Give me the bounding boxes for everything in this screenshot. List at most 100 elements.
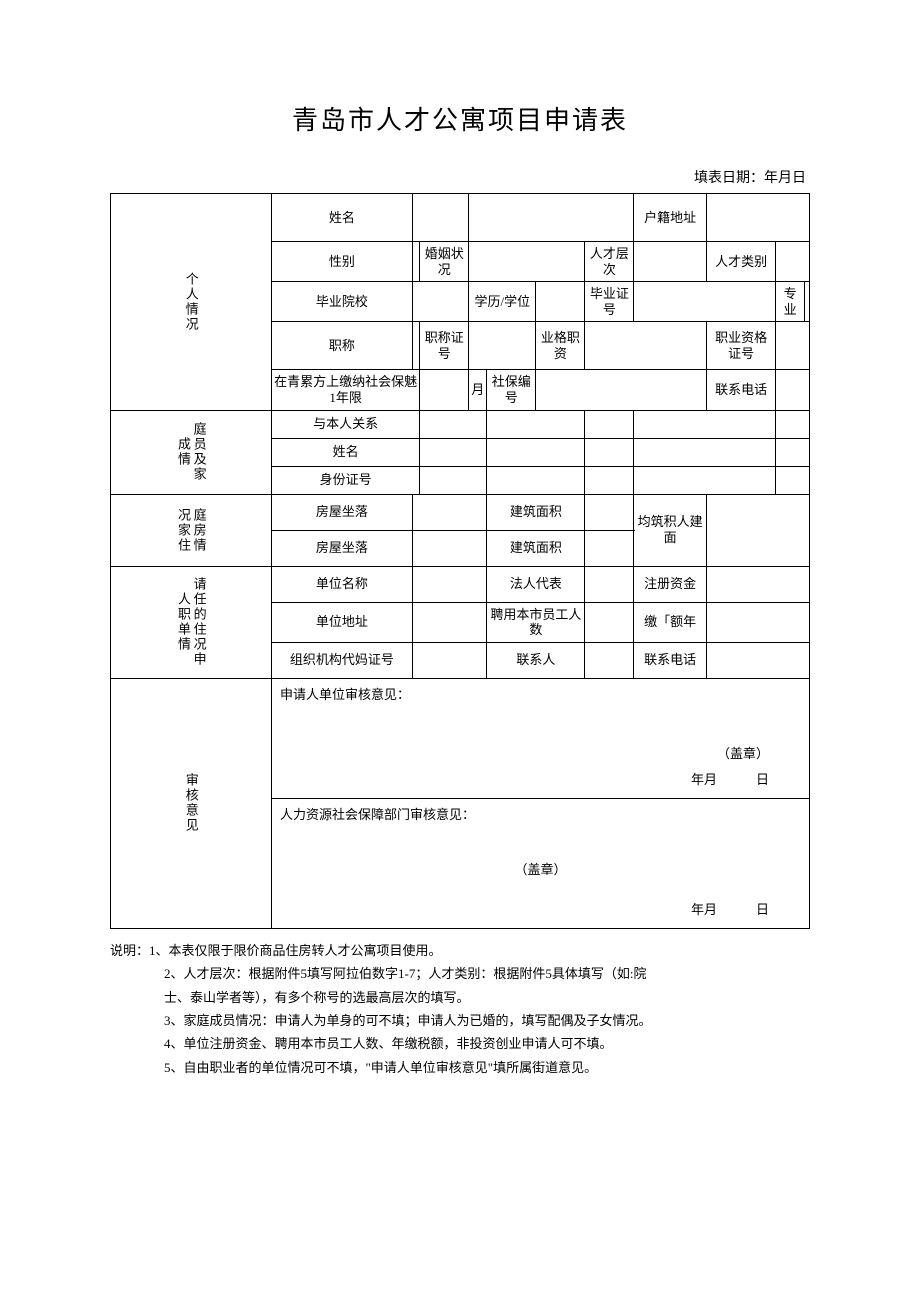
cell (585, 322, 706, 370)
cell (634, 282, 776, 322)
cell (634, 410, 776, 438)
cell (412, 530, 486, 566)
label-degree: 学历/学位 (469, 282, 536, 322)
cell (420, 466, 487, 494)
label-gender: 性别 (271, 242, 412, 282)
notes-section: 说明：1、本表仅限于限价商品住房转人才公寓项目使用。 2、人才层次：根据附件5填… (110, 939, 810, 1079)
cell (469, 194, 634, 242)
label-id-no: 身份证号 (271, 466, 419, 494)
label-talent-type: 人才类别 (706, 242, 776, 282)
label-house-location: 房屋坐落 (271, 494, 412, 530)
label-unit-name: 单位名称 (271, 566, 412, 602)
cell (412, 282, 468, 322)
cell (420, 370, 469, 410)
cell (776, 322, 810, 370)
label-tax: 缴「额年 (634, 602, 706, 642)
label-org-code: 组织机构代妈证号 (271, 642, 412, 678)
label-name: 姓名 (271, 194, 412, 242)
cell (469, 322, 536, 370)
label-ss-no: 社保编号 (487, 370, 536, 410)
cell (706, 566, 809, 602)
cell (585, 466, 634, 494)
cell (585, 410, 634, 438)
cell (469, 242, 585, 282)
opinion-date-2: 年月 日 (691, 902, 769, 918)
cell (487, 438, 585, 466)
cell (706, 194, 809, 242)
cell (804, 282, 809, 322)
label-qualification: 业格职资 (536, 322, 585, 370)
cell (585, 602, 634, 642)
cell (412, 322, 419, 370)
cell (420, 410, 487, 438)
cell (776, 370, 810, 410)
label-talent-level: 人才层次 (585, 242, 634, 282)
label-job-title: 职称 (271, 322, 412, 370)
label-ss-years: 在青累方上缴纳社会保魅1年限 (271, 370, 419, 410)
cell (634, 466, 776, 494)
note-line-2b: 士、泰山学者等），有多个称号的选最高层次的填写。 (110, 986, 810, 1009)
cell (585, 494, 634, 530)
cell (412, 194, 468, 242)
cell (585, 566, 634, 602)
label-emp-phone: 联系电话 (634, 642, 706, 678)
section-employer-header: 请任的住况申人职单情 (111, 566, 272, 678)
cell (776, 410, 810, 438)
cell (634, 438, 776, 466)
label-school: 毕业院校 (271, 282, 412, 322)
cell (412, 494, 486, 530)
section-review-header: 审核意见 (111, 678, 272, 928)
unit-opinion-cell: 申请人单位审核意见： （盖章） 年月 日 (271, 678, 809, 798)
label-unit-addr: 单位地址 (271, 602, 412, 642)
fill-date-label: 填表日期：年月日 (110, 167, 810, 187)
cell (776, 242, 810, 282)
label-avg-area: 均筑积人建面 (634, 494, 706, 566)
note-line-3: 3、家庭成员情况：申请人为单身的可不填；申请人为已婚的，填写配偶及子女情况。 (110, 1009, 810, 1032)
section-personal-header: 个人情况 (111, 194, 272, 411)
cell (585, 642, 634, 678)
label-house-location-2: 房屋坐落 (271, 530, 412, 566)
cell (776, 466, 810, 494)
cell (412, 602, 486, 642)
note-line-5: 5、自由职业者的单位情况可不填，"申请人单位审核意见"填所属街道意见。 (110, 1056, 810, 1079)
cell (487, 466, 585, 494)
application-form-table: 个人情况 姓名 户籍地址 性别 婚姻状况 人才层次 人才类别 毕业院校 学历/学… (110, 193, 810, 929)
cell (706, 602, 809, 642)
cell (585, 530, 634, 566)
note-line-4: 4、单位注册资金、聘用本市员工人数、年缴税额，非投资创业申请人可不填。 (110, 1032, 810, 1055)
label-legal-rep: 法人代表 (487, 566, 585, 602)
cell (420, 438, 487, 466)
label-hukou: 户籍地址 (634, 194, 706, 242)
cell (536, 282, 585, 322)
cell (487, 410, 585, 438)
page-title: 青岛市人才公寓项目申请表 (110, 100, 810, 137)
label-contact-phone: 联系电话 (706, 370, 776, 410)
hr-opinion-label: 人力资源社会保障部门审核意见： (280, 807, 475, 822)
cell (634, 242, 706, 282)
label-month: 月 (469, 370, 487, 410)
label-major: 专业 (776, 282, 804, 322)
label-marital: 婚姻状况 (420, 242, 469, 282)
label-reg-capital: 注册资金 (634, 566, 706, 602)
stamp-text: （盖章） (717, 746, 769, 762)
label-contact: 联系人 (487, 642, 585, 678)
label-qual-no: 职业资格证号 (706, 322, 776, 370)
note-line-1: 说明：1、本表仅限于限价商品住房转人才公寓项目使用。 (110, 939, 810, 962)
unit-opinion-label: 申请人单位审核意见： (280, 687, 410, 702)
cell (706, 642, 809, 678)
cell (536, 370, 706, 410)
note-line-2: 2、人才层次：根据附件5填写阿拉伯数字1-7；人才类别：根据附件5具体填写（如:… (110, 962, 810, 985)
stamp-text-2: （盖章） (514, 862, 566, 878)
cell (706, 494, 809, 566)
cell (412, 242, 419, 282)
hr-opinion-cell: 人力资源社会保障部门审核意见： （盖章） 年月 日 (271, 798, 809, 928)
label-grad-no: 毕业证号 (585, 282, 634, 322)
label-family-name: 姓名 (271, 438, 419, 466)
cell (585, 438, 634, 466)
cell (412, 566, 486, 602)
opinion-date: 年月 日 (691, 772, 769, 788)
label-building-area-2: 建筑面积 (487, 530, 585, 566)
label-title-no: 职称证号 (420, 322, 469, 370)
label-employees: 聘用本市员工人数 (487, 602, 585, 642)
cell (776, 438, 810, 466)
